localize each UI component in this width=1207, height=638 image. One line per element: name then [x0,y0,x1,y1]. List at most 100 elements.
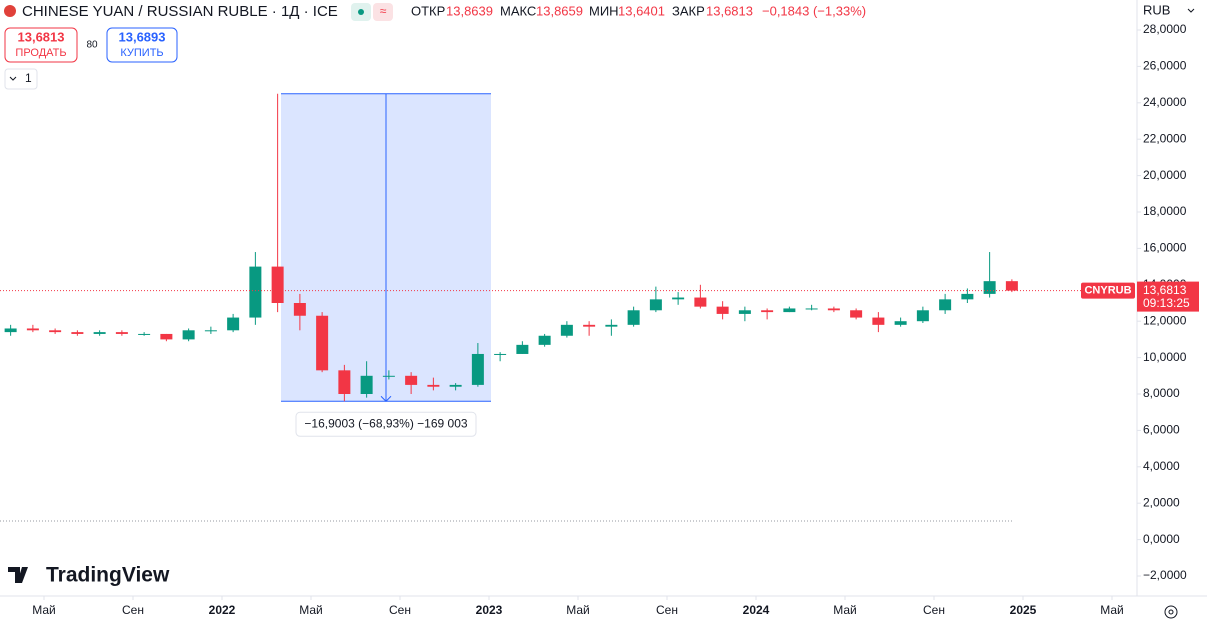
y-tick-label: 28,0000 [1143,22,1187,36]
candle-body [916,310,929,322]
candle-body [583,324,596,327]
candle-body [471,353,484,385]
y-tick-label: 0,0000 [1143,532,1180,546]
buy-button[interactable] [106,27,178,63]
x-tick-label: Май [32,603,56,617]
candle-body [516,344,529,354]
candle-body [783,308,796,313]
change-value: −0,1843 (−1,33%) [762,3,866,18]
candle-body [405,375,418,385]
y-tick-label: 18,0000 [1143,204,1187,218]
candle-body [961,293,974,300]
buy-price: 13,6893 [119,29,166,44]
x-tick-label: Май [833,603,857,617]
y-tick-label: 10,0000 [1143,350,1187,364]
candle-body [271,266,284,303]
candle-body [427,384,440,387]
candle-body [672,297,685,300]
measure-tool[interactable]: −16,9003 (−68,93%) −169 003 [281,93,491,437]
candle-body [738,310,751,314]
candle-body [4,328,17,333]
ohlc-label: ЗАКР [672,3,705,18]
delay-badge [373,3,393,21]
candle-body [138,333,151,335]
candle-body [805,308,818,310]
x-tick-label: 2024 [743,603,770,617]
sell-button[interactable] [4,27,78,63]
symbol-tag [1081,282,1135,299]
ohlc-label: МИН [589,3,619,18]
candle-body [939,299,952,311]
y-tick-label: 2,0000 [1143,495,1180,509]
price-tag-time: 09:13:25 [1143,296,1190,310]
ohlc-value: 13,6401 [618,3,665,18]
ohlc-label: ОТКР [411,3,445,18]
candle-body [71,332,84,334]
x-tick-label: Сен [656,603,678,617]
y-tick-label: 26,0000 [1143,59,1187,73]
price-tag-value: 13,6813 [1143,283,1187,297]
x-tick-label: Сен [389,603,411,617]
settings-icon[interactable] [1164,605,1178,619]
symbol-tag-text: CNYRUB [1084,285,1131,297]
x-tick-label: 2022 [209,603,236,617]
y-tick-label: 24,0000 [1143,95,1187,109]
candle-body [26,328,39,331]
delay-icon: ≈ [380,4,387,18]
y-tick-label: 16,0000 [1143,241,1187,255]
spread: 80 [86,40,98,51]
y-tick-label: 8,0000 [1143,386,1180,400]
x-tick-label: Сен [122,603,144,617]
candle-body [204,330,217,332]
candle-body [872,317,885,325]
candle-body [360,375,373,394]
y-tick-label: 4,0000 [1143,459,1180,473]
logo-text: TradingView [46,564,170,587]
currency-dropdown[interactable] [1138,0,1200,22]
candle-body [894,321,907,325]
candle-body [649,299,662,311]
candle-body [249,266,262,318]
y-tick-label: −2,0000 [1143,568,1187,582]
candle-body [538,335,551,345]
candle-body [983,281,996,294]
sell-label: ПРОДАТЬ [15,47,66,59]
candle-body [449,384,462,387]
candle-body [761,310,774,313]
y-tick-label: 12,0000 [1143,313,1187,327]
candle-body [316,315,329,371]
candle-body [160,333,173,340]
interval-dropdown[interactable] [4,68,38,90]
currency: RUB [1143,2,1170,17]
measure-label-box [295,411,477,437]
y-tick-label: 6,0000 [1143,423,1180,437]
x-tick-label: 2025 [1010,603,1037,617]
measure-arrowhead [380,395,392,402]
x-tick-label: Май [299,603,323,617]
interval-value: 1 [25,71,32,85]
candle-body [49,330,62,333]
candle-body [338,370,351,394]
ohlc-value: 13,8639 [446,3,493,18]
ohlc-value: 13,8659 [536,3,583,18]
candle-body [1005,281,1018,291]
price-tag [1137,281,1199,312]
candle-body [827,308,840,311]
candle-body [182,330,195,340]
candle-body [694,297,707,307]
candle-body [382,375,395,377]
candle-body [494,353,507,355]
candle-body [93,332,106,334]
ohlc-value: 13,6813 [706,3,753,18]
y-tick-label: 22,0000 [1143,131,1187,145]
x-tick-label: 2023 [476,603,503,617]
sell-price: 13,6813 [18,29,65,44]
settings-icon-center [1168,609,1174,615]
candle-body [560,324,573,336]
symbol-title[interactable]: CHINESE YUAN / RUSSIAN RUBLE · 1Д · ICE [22,3,338,20]
candle-body [293,303,306,316]
candle-body [850,310,863,318]
chevron [9,76,17,81]
